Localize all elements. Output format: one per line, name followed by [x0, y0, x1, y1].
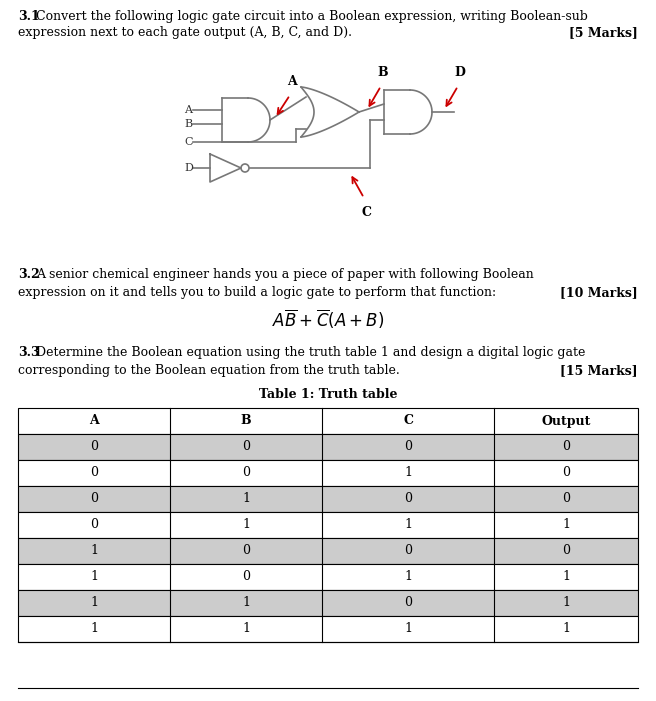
- Text: Determine the Boolean equation using the truth table 1 and design a digital logi: Determine the Boolean equation using the…: [36, 346, 585, 359]
- Text: 0: 0: [404, 440, 412, 454]
- Bar: [18, 434, 638, 460]
- Text: 1: 1: [242, 493, 250, 505]
- Text: 0: 0: [242, 545, 250, 557]
- Text: 1: 1: [562, 519, 570, 531]
- Text: [5 Marks]: [5 Marks]: [569, 26, 638, 39]
- Text: 0: 0: [90, 440, 98, 454]
- Text: 1: 1: [404, 519, 412, 531]
- Text: corresponding to the Boolean equation from the truth table.: corresponding to the Boolean equation fr…: [18, 364, 400, 377]
- Text: Table 1: Truth table: Table 1: Truth table: [258, 388, 398, 401]
- Text: expression on it and tells you to build a logic gate to perform that function:: expression on it and tells you to build …: [18, 286, 496, 299]
- Text: 0: 0: [90, 466, 98, 479]
- Text: [15 Marks]: [15 Marks]: [560, 364, 638, 377]
- Text: 0: 0: [242, 571, 250, 583]
- Text: expression next to each gate output (A, B, C, and D).: expression next to each gate output (A, …: [18, 26, 352, 39]
- Text: [10 Marks]: [10 Marks]: [560, 286, 638, 299]
- Text: 0: 0: [404, 493, 412, 505]
- Text: A: A: [89, 414, 99, 428]
- Text: 0: 0: [90, 519, 98, 531]
- Text: A: A: [184, 105, 192, 115]
- Text: 1: 1: [90, 571, 98, 583]
- Text: D: D: [455, 66, 466, 79]
- Text: 0: 0: [562, 466, 570, 479]
- Bar: [18, 512, 638, 538]
- Text: A senior chemical engineer hands you a piece of paper with following Boolean: A senior chemical engineer hands you a p…: [36, 268, 534, 281]
- Bar: [18, 408, 638, 434]
- Text: 1: 1: [404, 571, 412, 583]
- Text: Convert the following logic gate circuit into a Boolean expression, writing Bool: Convert the following logic gate circuit…: [36, 10, 588, 23]
- Text: 0: 0: [90, 493, 98, 505]
- Text: 3.1: 3.1: [18, 10, 40, 23]
- Bar: [18, 538, 638, 564]
- Text: D: D: [184, 163, 193, 173]
- Bar: [18, 616, 638, 642]
- Bar: [18, 460, 638, 486]
- Text: 0: 0: [562, 440, 570, 454]
- Bar: [18, 564, 638, 590]
- Text: C: C: [184, 137, 192, 147]
- Text: 1: 1: [242, 519, 250, 531]
- Text: $A\overline{B} + \overline{C}(A + B)$: $A\overline{B} + \overline{C}(A + B)$: [272, 308, 384, 331]
- Text: 1: 1: [90, 597, 98, 609]
- Text: C: C: [361, 206, 371, 219]
- Text: 1: 1: [90, 545, 98, 557]
- Text: 0: 0: [242, 466, 250, 479]
- Text: 0: 0: [562, 493, 570, 505]
- Text: A: A: [287, 75, 297, 88]
- Text: 0: 0: [404, 597, 412, 609]
- Bar: [18, 590, 638, 616]
- Text: B: B: [241, 414, 251, 428]
- Text: 0: 0: [242, 440, 250, 454]
- Text: 1: 1: [562, 622, 570, 636]
- Text: C: C: [403, 414, 413, 428]
- Text: 0: 0: [404, 545, 412, 557]
- Text: 0: 0: [562, 545, 570, 557]
- Text: 3.3: 3.3: [18, 346, 39, 359]
- Text: B: B: [184, 119, 192, 129]
- Text: 1: 1: [404, 622, 412, 636]
- Text: 1: 1: [562, 571, 570, 583]
- Text: Output: Output: [541, 414, 590, 428]
- Text: 1: 1: [562, 597, 570, 609]
- Text: B: B: [378, 66, 388, 79]
- Text: 1: 1: [90, 622, 98, 636]
- Text: 1: 1: [404, 466, 412, 479]
- Text: 1: 1: [242, 622, 250, 636]
- Text: 1: 1: [242, 597, 250, 609]
- Text: 3.2: 3.2: [18, 268, 40, 281]
- Bar: [18, 486, 638, 512]
